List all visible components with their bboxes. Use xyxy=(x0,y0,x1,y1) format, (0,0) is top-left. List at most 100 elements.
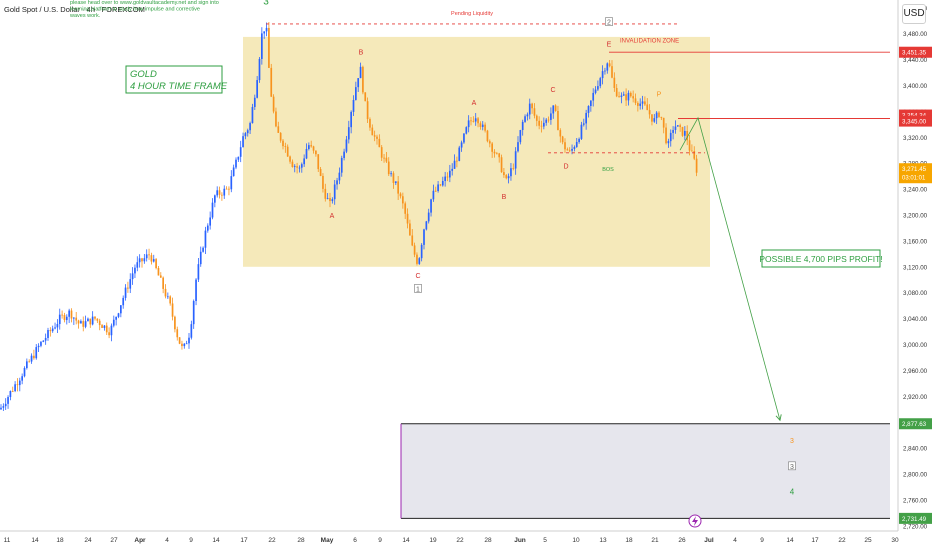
projection-path xyxy=(679,116,781,421)
y-tick-label: 3,040.00 xyxy=(903,316,928,323)
candle-body xyxy=(33,355,35,359)
candle-body xyxy=(387,161,390,175)
y-tick-label: 3,400.00 xyxy=(903,83,928,90)
candle-body xyxy=(253,97,256,108)
candle-body xyxy=(54,327,56,329)
candle-body xyxy=(258,58,261,81)
price-label-text: 3,451.35 xyxy=(902,50,927,57)
candle-body xyxy=(73,317,75,319)
candle-body xyxy=(524,116,526,122)
symbol-title[interactable]: Gold Spot / U.S. Dollar · 4h · FOREXCOM xyxy=(4,5,145,14)
y-tick-label: 3,240.00 xyxy=(903,187,928,194)
target-zone xyxy=(401,423,890,519)
candle-body xyxy=(399,193,402,197)
y-tick-label: 3,000.00 xyxy=(903,342,928,349)
candle-body xyxy=(303,158,305,165)
x-tick-label: 14 xyxy=(402,537,410,544)
candle-body xyxy=(587,105,590,113)
candle-body xyxy=(625,94,627,101)
promo-note-line-2: learning platform to study how impulse a… xyxy=(70,7,200,13)
wave-label: E xyxy=(607,42,612,49)
candle-body xyxy=(658,112,660,117)
candle-body xyxy=(653,118,656,122)
candle-body xyxy=(477,118,479,124)
candle-body xyxy=(82,321,85,327)
invalidation-zone-label: INVALIDATION ZONE xyxy=(620,39,679,45)
candle-body xyxy=(573,146,576,149)
candle-body xyxy=(18,380,21,386)
candle-body xyxy=(611,66,613,78)
candle-body xyxy=(484,124,486,131)
candle-body xyxy=(465,127,468,134)
candle-body xyxy=(30,355,33,362)
candle-body xyxy=(218,190,221,195)
candle-body xyxy=(310,145,313,147)
candle-body xyxy=(164,288,167,297)
candle-body xyxy=(604,70,606,72)
wave-label: A xyxy=(472,100,477,107)
alert-icon[interactable] xyxy=(688,514,702,528)
price-label-tag xyxy=(899,418,932,430)
y-axis[interactable]: 2,720.002,760.002,800.002,840.002,880.00… xyxy=(903,5,928,530)
candle-body xyxy=(305,148,308,159)
candle-body xyxy=(679,125,681,127)
y-tick-label: 2,840.00 xyxy=(903,446,928,453)
price-label-text: 2,877.63 xyxy=(902,421,927,428)
candle-body xyxy=(620,95,623,98)
candle-body xyxy=(286,146,289,157)
candle-body xyxy=(486,130,489,142)
candle-body xyxy=(223,188,226,196)
currency-selector[interactable]: USD xyxy=(902,4,926,24)
candle-body xyxy=(552,105,555,114)
price-label-tag xyxy=(899,163,932,184)
candle-body xyxy=(665,127,667,144)
candle-body xyxy=(371,127,374,136)
x-axis[interactable]: 11 14 18 24 27 Apr 4 9 14 17 22 28 May 6 9 14 19 22 28 Jun 5… xyxy=(4,537,899,544)
candle-body xyxy=(597,86,599,90)
x-tick-label: 9 xyxy=(189,537,193,544)
candle-body xyxy=(500,157,503,173)
candle-body xyxy=(460,142,463,148)
y-tick-label: 3,320.00 xyxy=(903,135,928,142)
x-tick-label: Jun xyxy=(514,537,526,544)
candle-body xyxy=(51,328,54,332)
price-countdown-text: 03:01:01 xyxy=(902,176,926,182)
candle-body xyxy=(329,198,331,202)
candle-body xyxy=(181,343,183,347)
candle-body xyxy=(228,188,230,190)
candle-body xyxy=(674,126,677,130)
candle-body xyxy=(479,123,482,127)
y-tick-label: 2,760.00 xyxy=(903,497,928,504)
candle-body xyxy=(582,123,585,125)
candle-body xyxy=(143,258,146,262)
candle-body xyxy=(580,124,583,139)
candle-body xyxy=(89,318,92,325)
candle-body xyxy=(646,104,649,111)
candle-body xyxy=(152,259,155,262)
candle-body xyxy=(488,141,491,144)
candle-body xyxy=(9,390,12,398)
y-tick-label: 2,960.00 xyxy=(903,368,928,375)
candle-body xyxy=(691,150,693,152)
candle-body xyxy=(676,125,679,127)
candle-body xyxy=(16,384,19,386)
x-tick-label: 13 xyxy=(599,537,607,544)
y-tick-label: 2,720.00 xyxy=(903,523,928,530)
candle-body xyxy=(333,184,336,200)
candle-body xyxy=(239,147,242,157)
candle-body xyxy=(564,142,566,150)
candle-body xyxy=(202,247,204,252)
candle-body xyxy=(124,287,127,298)
candle-body xyxy=(40,341,42,346)
candle-body xyxy=(420,244,423,259)
candle-body xyxy=(535,115,538,121)
candle-body xyxy=(171,303,174,317)
chart-title-box: GOLD 4 HOUR TIME FRAME xyxy=(125,65,228,94)
wave-label: D xyxy=(563,163,568,170)
candle-body xyxy=(65,316,68,321)
candle-body xyxy=(178,337,181,344)
y-tick-label: 2,920.00 xyxy=(903,394,928,401)
candle-body xyxy=(61,314,63,316)
